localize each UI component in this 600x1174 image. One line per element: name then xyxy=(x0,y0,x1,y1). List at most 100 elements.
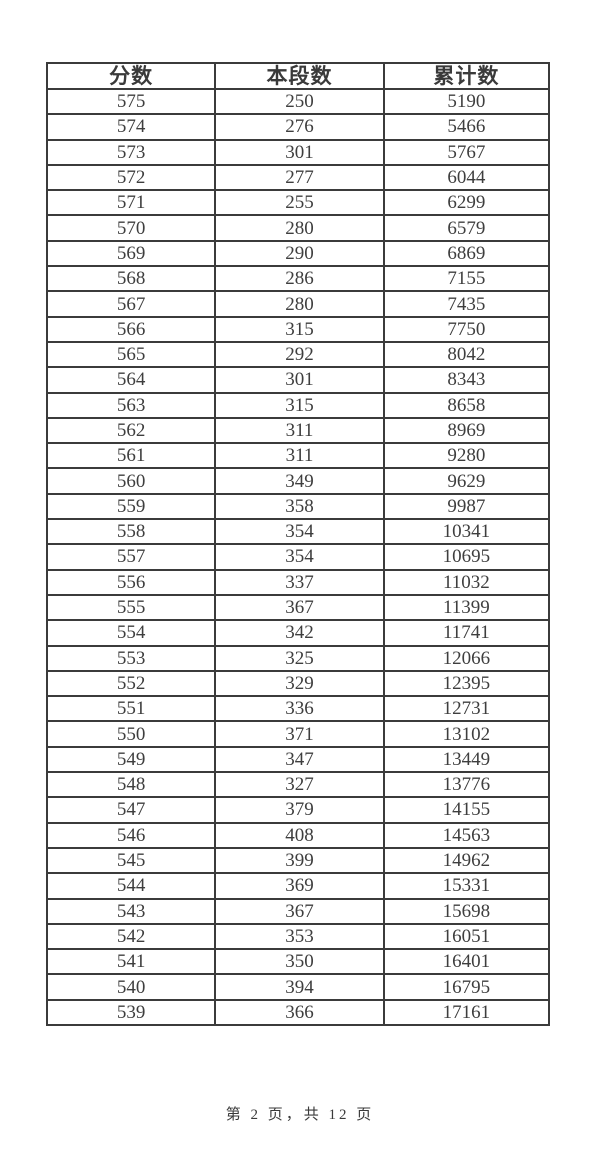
cell-segment-count: 301 xyxy=(214,366,385,394)
table-row: 563 315 8658 xyxy=(45,391,551,419)
cell-cumulative-count: 16401 xyxy=(382,948,551,976)
score-distribution-table: 分数 本段数 累计数 575 250 5190 574 276 5466 573 301 576… xyxy=(45,62,551,1026)
cell-segment-count: 311 xyxy=(214,416,385,445)
table-row: 551 336 12731 xyxy=(45,695,551,723)
table-body: 575 250 5190 574 276 5466 573 301 5767 572 277 6044… xyxy=(45,87,551,1026)
cell-score: 572 xyxy=(45,163,217,192)
table-row: 557 354 10695 xyxy=(45,543,551,571)
cell-cumulative-count: 14155 xyxy=(382,796,551,824)
cell-segment-count: 280 xyxy=(214,290,385,318)
cell-cumulative-count: 8969 xyxy=(382,416,551,445)
cell-cumulative-count: 13776 xyxy=(382,771,551,799)
cell-segment-count: 379 xyxy=(214,796,385,824)
cell-cumulative-count: 7435 xyxy=(382,290,551,318)
cell-cumulative-count: 14563 xyxy=(382,821,551,849)
cell-cumulative-count: 6299 xyxy=(382,189,551,217)
cell-cumulative-count: 7750 xyxy=(382,315,551,343)
cell-segment-count: 325 xyxy=(214,644,385,672)
column-header-segment-count: 本段数 xyxy=(214,62,385,90)
cell-score: 552 xyxy=(45,669,217,698)
cell-segment-count: 250 xyxy=(214,87,385,116)
table-row: 554 342 11741 xyxy=(45,619,551,647)
cell-segment-count: 315 xyxy=(214,315,385,343)
cell-score: 557 xyxy=(45,543,217,571)
cell-cumulative-count: 8042 xyxy=(382,340,551,369)
cell-cumulative-count: 11032 xyxy=(382,568,551,596)
cell-cumulative-count: 6579 xyxy=(382,214,551,242)
cell-score: 556 xyxy=(45,568,217,596)
cell-cumulative-count: 15331 xyxy=(382,872,551,900)
cell-cumulative-count: 6044 xyxy=(382,163,551,192)
cell-segment-count: 277 xyxy=(214,163,385,192)
cell-cumulative-count: 13102 xyxy=(382,720,551,748)
table-row: 572 277 6044 xyxy=(45,163,551,192)
table-row: 549 347 13449 xyxy=(45,745,551,774)
cell-segment-count: 366 xyxy=(214,998,385,1026)
page-number-footer: 第 2 页，共 12 页 xyxy=(225,1107,375,1123)
table-row: 555 367 11399 xyxy=(45,593,551,622)
cell-score: 559 xyxy=(45,492,217,521)
cell-score: 564 xyxy=(45,366,217,394)
header-row: 分数 本段数 累计数 xyxy=(45,62,551,90)
cell-score: 569 xyxy=(45,239,217,268)
cell-segment-count: 255 xyxy=(214,189,385,217)
cell-score: 544 xyxy=(45,872,217,900)
cell-segment-count: 367 xyxy=(214,897,385,925)
column-header-score: 分数 xyxy=(45,62,217,90)
cell-cumulative-count: 7155 xyxy=(382,265,551,293)
cell-cumulative-count: 5466 xyxy=(382,113,551,141)
cell-score: 542 xyxy=(45,922,217,951)
cell-segment-count: 394 xyxy=(214,973,385,1001)
table-row: 561 311 9280 xyxy=(45,442,551,470)
cell-score: 575 xyxy=(45,87,217,116)
table-row: 545 399 14962 xyxy=(45,846,551,875)
cell-cumulative-count: 14962 xyxy=(382,846,551,875)
cell-segment-count: 315 xyxy=(214,391,385,419)
table-row: 544 369 15331 xyxy=(45,872,551,900)
table-row: 550 371 13102 xyxy=(45,720,551,748)
cell-segment-count: 354 xyxy=(214,543,385,571)
cell-segment-count: 399 xyxy=(214,846,385,875)
table-row: 568 286 7155 xyxy=(45,265,551,293)
cell-segment-count: 358 xyxy=(214,492,385,521)
cell-score: 566 xyxy=(45,315,217,343)
cell-cumulative-count: 9987 xyxy=(382,492,551,521)
cell-score: 562 xyxy=(45,416,217,445)
cell-cumulative-count: 5190 xyxy=(382,87,551,116)
cell-score: 570 xyxy=(45,214,217,242)
cell-segment-count: 354 xyxy=(214,518,385,546)
cell-score: 547 xyxy=(45,796,217,824)
cell-cumulative-count: 15698 xyxy=(382,897,551,925)
cell-score: 541 xyxy=(45,948,217,976)
cell-score: 571 xyxy=(45,189,217,217)
cell-segment-count: 290 xyxy=(214,239,385,268)
cell-segment-count: 353 xyxy=(214,922,385,951)
table-row: 558 354 10341 xyxy=(45,518,551,546)
cell-score: 539 xyxy=(45,998,217,1026)
cell-segment-count: 336 xyxy=(214,695,385,723)
cell-cumulative-count: 13449 xyxy=(382,745,551,774)
table-row: 564 301 8343 xyxy=(45,366,551,394)
cell-cumulative-count: 12731 xyxy=(382,695,551,723)
table-row: 552 329 12395 xyxy=(45,669,551,698)
table-row: 565 292 8042 xyxy=(45,340,551,369)
table-row: 546 408 14563 xyxy=(45,821,551,849)
table-row: 573 301 5767 xyxy=(45,138,551,166)
cell-segment-count: 286 xyxy=(214,265,385,293)
cell-score: 573 xyxy=(45,138,217,166)
cell-segment-count: 347 xyxy=(214,745,385,774)
table-row: 570 280 6579 xyxy=(45,214,551,242)
cell-segment-count: 408 xyxy=(214,821,385,849)
cell-score: 554 xyxy=(45,619,217,647)
cell-score: 549 xyxy=(45,745,217,774)
cell-segment-count: 311 xyxy=(214,442,385,470)
score-table-container: 分数 本段数 累计数 575 250 5190 574 276 5466 573 301 576… xyxy=(45,62,551,1026)
cell-segment-count: 301 xyxy=(214,138,385,166)
cell-cumulative-count: 11741 xyxy=(382,619,551,647)
cell-cumulative-count: 9280 xyxy=(382,442,551,470)
cell-cumulative-count: 6869 xyxy=(382,239,551,268)
table-row: 574 276 5466 xyxy=(45,113,551,141)
cell-score: 574 xyxy=(45,113,217,141)
cell-cumulative-count: 17161 xyxy=(382,998,551,1026)
